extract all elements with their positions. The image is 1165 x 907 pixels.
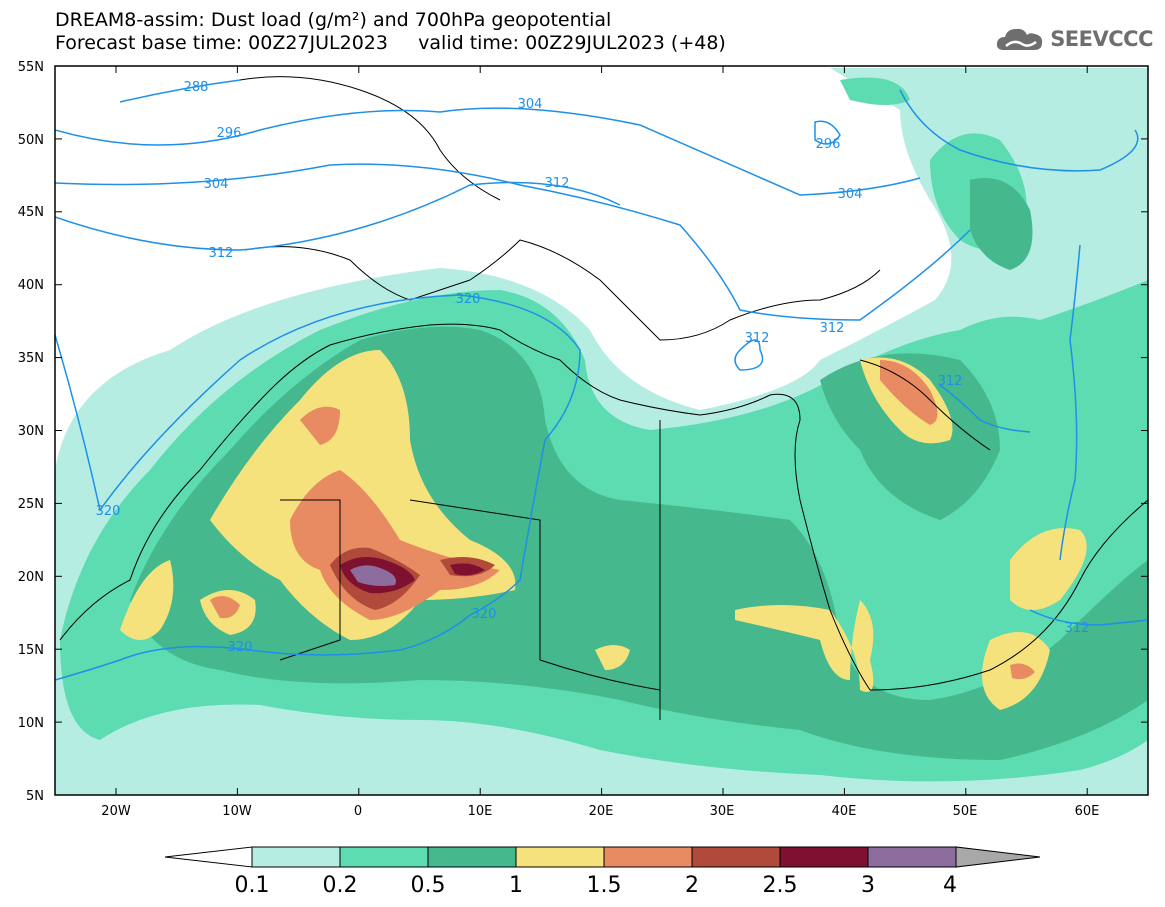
contour-label: 320 — [228, 640, 253, 655]
contour-label: 288 — [184, 80, 209, 95]
lat-label: 50N — [18, 133, 44, 148]
forecast-time-subtitle: Forecast base time: 00Z27JUL2023 valid t… — [55, 32, 726, 54]
lat-label: 45N — [18, 205, 44, 220]
map-canvas: 288 296 304 312 320 304 312 296 304 312 … — [55, 66, 1148, 795]
contour-label: 304 — [518, 97, 543, 112]
lat-label: 40N — [18, 278, 44, 293]
legend-swatch — [251, 846, 341, 868]
seevccc-logo: SEEVCCC — [994, 24, 1153, 54]
lat-label: 15N — [18, 643, 44, 658]
lon-label: 60E — [1075, 804, 1100, 819]
legend-label: 0.2 — [323, 873, 358, 898]
legend-swatch — [779, 846, 869, 868]
latitude-labels: 55N 50N 45N 40N 35N 30N 25N 20N 15N 10N … — [18, 60, 44, 804]
legend-arrow-low — [164, 846, 253, 868]
legend-label: 2.5 — [763, 873, 798, 898]
contour-label: 312 — [1065, 621, 1090, 636]
legend-arrow-high — [955, 846, 1041, 868]
coastlines — [59, 76, 1148, 720]
lat-label: 10N — [18, 716, 44, 731]
legend-swatch — [603, 846, 693, 868]
contour-label: 296 — [816, 137, 841, 152]
contour-label: 304 — [838, 187, 863, 202]
contour-label: 320 — [472, 607, 497, 622]
lon-label: 10W — [222, 804, 252, 819]
contour-label: 320 — [96, 504, 121, 519]
lat-label: 35N — [18, 351, 44, 366]
lat-label: 25N — [18, 497, 44, 512]
lon-label: 40E — [832, 804, 857, 819]
legend-label: 0.1 — [235, 873, 270, 898]
legend-swatch — [515, 846, 605, 868]
legend-swatch — [691, 846, 781, 868]
contour-label: 312 — [545, 176, 570, 191]
lat-label: 20N — [18, 570, 44, 585]
contour-label: 320 — [456, 292, 481, 307]
map-title: DREAM8-assim: Dust load (g/m²) and 700hP… — [55, 9, 612, 31]
lat-label: 5N — [26, 789, 44, 804]
legend-swatch — [867, 846, 957, 868]
longitude-labels: 20W 10W 0 10E 20E 30E 40E 50E 60E — [101, 804, 1099, 819]
legend-label: 1.5 — [587, 873, 622, 898]
cloud-icon — [997, 28, 1043, 50]
lon-label: 20W — [101, 804, 131, 819]
lon-label: 0 — [354, 804, 362, 819]
contour-label: 312 — [938, 374, 963, 389]
legend-label: 4 — [943, 873, 957, 898]
lat-label: 55N — [18, 60, 44, 75]
lon-label: 50E — [953, 804, 978, 819]
legend-label: 1 — [509, 873, 523, 898]
color-legend — [164, 846, 1041, 868]
contour-label: 312 — [745, 331, 770, 346]
lon-label: 10E — [468, 804, 493, 819]
geopotential-contours — [55, 79, 1148, 681]
contour-label: 312 — [209, 246, 234, 261]
contour-labels: 288 296 304 312 320 304 312 296 304 312 … — [96, 80, 1090, 655]
lon-label: 20E — [589, 804, 614, 819]
logo-text: SEEVCCC — [1050, 27, 1153, 51]
legend-labels: 0.1 0.2 0.5 1 1.5 2 2.5 3 4 — [235, 873, 958, 898]
contour-label: 312 — [820, 321, 845, 336]
legend-swatch — [427, 846, 517, 868]
legend-swatch — [339, 846, 429, 868]
lon-label: 30E — [710, 804, 735, 819]
dust-field-4 — [350, 565, 396, 586]
legend-label: 3 — [861, 873, 875, 898]
legend-label: 0.5 — [411, 873, 446, 898]
axis-ticks — [55, 65, 1148, 796]
lat-label: 30N — [18, 424, 44, 439]
legend-label: 2 — [685, 873, 699, 898]
contour-label: 296 — [217, 126, 242, 141]
contour-label: 304 — [204, 177, 229, 192]
